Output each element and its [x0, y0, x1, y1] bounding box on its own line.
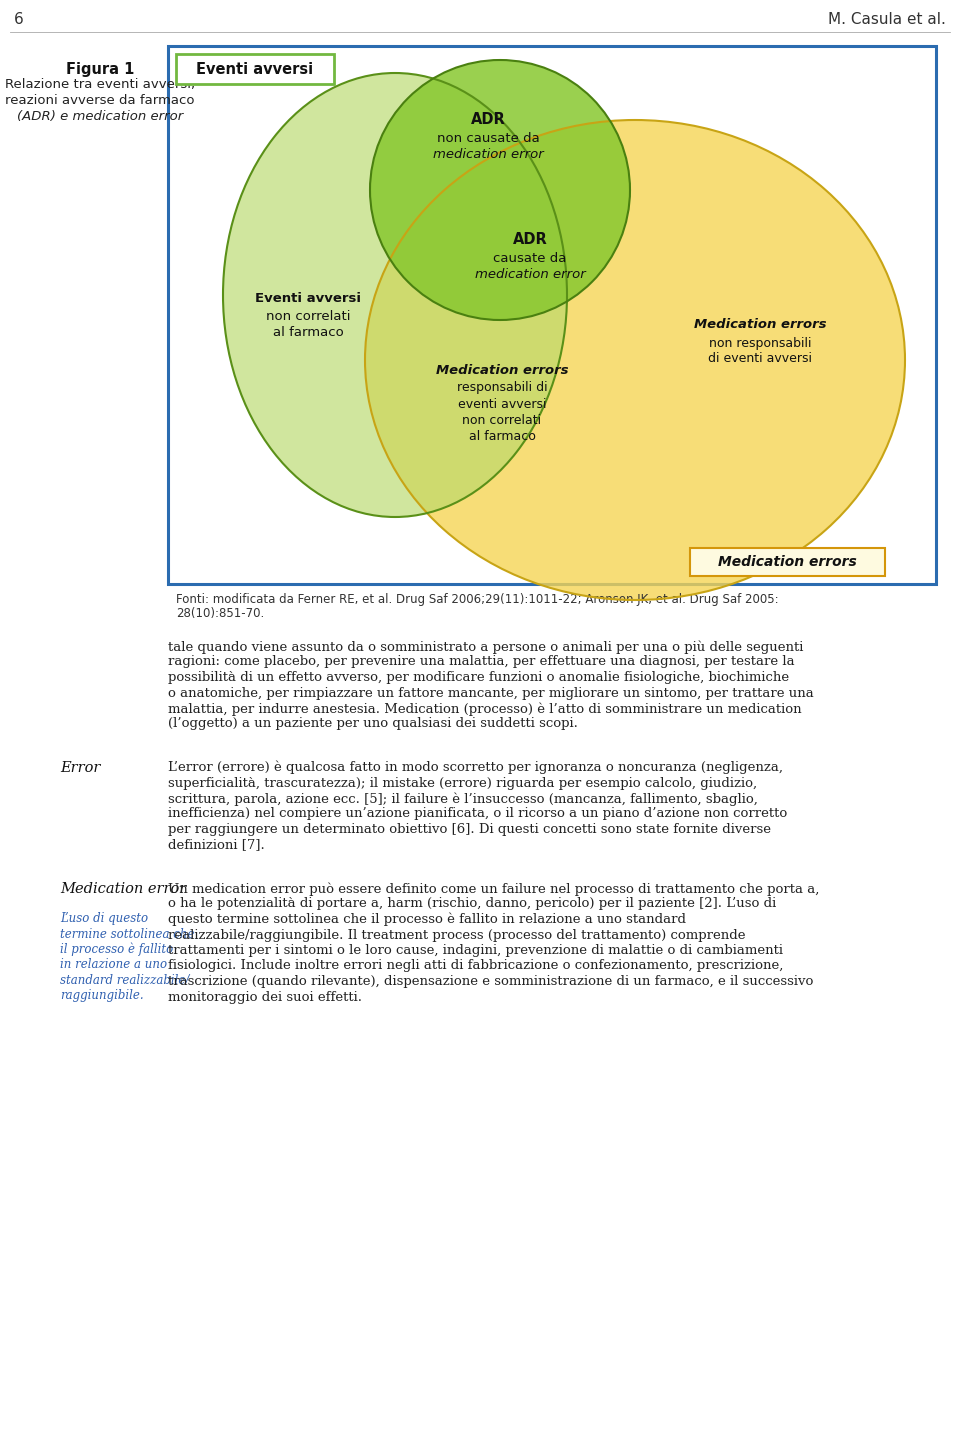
Text: non responsabili: non responsabili [708, 337, 811, 350]
Text: al farmaco: al farmaco [273, 325, 344, 338]
Text: trascrizione (quando rilevante), dispensazione e somministrazione di un farmaco,: trascrizione (quando rilevante), dispens… [168, 976, 813, 989]
Text: responsabili di: responsabili di [457, 381, 547, 394]
Text: ragioni: come placebo, per prevenire una malattia, per effettuare una diagnosi, : ragioni: come placebo, per prevenire una… [168, 656, 795, 669]
Text: superficialità, trascuratezza); il mistake (errore) riguarda per esempio calcolo: superficialità, trascuratezza); il mista… [168, 777, 757, 790]
Text: Medication errors: Medication errors [436, 364, 568, 377]
Text: Un medication error può essere definito come un failure nel processo di trattame: Un medication error può essere definito … [168, 882, 820, 895]
Text: o anatomiche, per rimpiazzare un fattore mancante, per migliorare un sintomo, pe: o anatomiche, per rimpiazzare un fattore… [168, 686, 814, 699]
Text: definizioni [7].: definizioni [7]. [168, 839, 265, 852]
Text: fisiologici. Include inoltre errori negli atti di fabbricazione o confezionament: fisiologici. Include inoltre errori negl… [168, 960, 783, 973]
Text: al farmaco: al farmaco [468, 429, 536, 443]
Text: (ADR) e medication error: (ADR) e medication error [17, 109, 183, 122]
Text: raggiungibile.: raggiungibile. [60, 990, 144, 1003]
Text: 6: 6 [14, 13, 24, 27]
Text: ADR: ADR [513, 233, 547, 248]
Text: non correlati: non correlati [463, 413, 541, 426]
Text: o ha le potenzialità di portare a, harm (rischio, danno, pericolo) per il pazien: o ha le potenzialità di portare a, harm … [168, 898, 777, 911]
Text: il processo è fallito: il processo è fallito [60, 943, 173, 957]
Text: reazioni avverse da farmaco: reazioni avverse da farmaco [5, 94, 195, 106]
Text: malattia, per indurre anestesia. Medication (processo) è l’atto di somministrare: malattia, per indurre anestesia. Medicat… [168, 702, 802, 715]
Text: Relazione tra eventi avversi,: Relazione tra eventi avversi, [5, 78, 195, 91]
Text: in relazione a uno: in relazione a uno [60, 958, 167, 971]
Text: scrittura, parola, azione ecc. [5]; il failure è l’insuccesso (mancanza, fallime: scrittura, parola, azione ecc. [5]; il f… [168, 791, 757, 806]
Text: Medication errors: Medication errors [694, 318, 827, 331]
Text: non correlati: non correlati [266, 309, 350, 322]
Text: (l’oggetto) a un paziente per uno qualsiasi dei suddetti scopi.: (l’oggetto) a un paziente per uno qualsi… [168, 718, 578, 731]
Text: M. Casula et al.: M. Casula et al. [828, 13, 946, 27]
Text: trattamenti per i sintomi o le loro cause, indagini, prevenzione di malattie o d: trattamenti per i sintomi o le loro caus… [168, 944, 783, 957]
Text: L’error (errore) è qualcosa fatto in modo scorretto per ignoranza o noncuranza (: L’error (errore) è qualcosa fatto in mod… [168, 761, 783, 774]
FancyBboxPatch shape [176, 55, 334, 83]
Text: medication error: medication error [433, 148, 543, 161]
Text: ADR: ADR [470, 112, 505, 128]
FancyBboxPatch shape [690, 548, 885, 576]
Text: 28(10):851-70.: 28(10):851-70. [176, 607, 264, 620]
Text: Eventi avversi: Eventi avversi [197, 62, 314, 76]
Text: monitoraggio dei suoi effetti.: monitoraggio dei suoi effetti. [168, 990, 362, 1003]
Text: Eventi avversi: Eventi avversi [255, 292, 361, 305]
Text: standard realizzabile/: standard realizzabile/ [60, 974, 189, 987]
Text: L’uso di questo: L’uso di questo [60, 912, 148, 925]
Text: Fonti: modificata da Ferner RE, et al. Drug Saf 2006;29(11):1011-22; Aronson JK,: Fonti: modificata da Ferner RE, et al. D… [176, 593, 779, 606]
Text: possibilità di un effetto avverso, per modificare funzioni o anomalie fisiologic: possibilità di un effetto avverso, per m… [168, 671, 789, 684]
Text: medication error: medication error [474, 268, 586, 281]
Text: Figura 1: Figura 1 [66, 62, 134, 78]
Text: eventi avversi: eventi avversi [458, 397, 546, 410]
Text: questo termine sottolinea che il processo è fallito in relazione a uno standard: questo termine sottolinea che il process… [168, 912, 686, 927]
Text: inefficienza) nel compiere un’azione pianificata, o il ricorso a un piano d’azio: inefficienza) nel compiere un’azione pia… [168, 807, 787, 820]
Text: termine sottolinea che: termine sottolinea che [60, 928, 195, 941]
Text: realizzabile/raggiungibile. Il treatment process (processo del trattamento) comp: realizzabile/raggiungibile. Il treatment… [168, 928, 746, 941]
Text: causate da: causate da [493, 252, 566, 265]
Ellipse shape [365, 119, 905, 600]
Text: non causate da: non causate da [437, 131, 540, 144]
Circle shape [370, 60, 630, 319]
Text: per raggiungere un determinato obiettivo [6]. Di questi concetti sono state forn: per raggiungere un determinato obiettivo… [168, 823, 771, 836]
Text: Error: Error [60, 761, 101, 776]
FancyBboxPatch shape [168, 46, 936, 584]
Text: di eventi avversi: di eventi avversi [708, 353, 812, 366]
Text: tale quando viene assunto da o somministrato a persone o animali per una o più d: tale quando viene assunto da o somminist… [168, 640, 804, 653]
Text: Medication error: Medication error [60, 882, 186, 896]
Ellipse shape [223, 73, 567, 517]
Text: Medication errors: Medication errors [718, 555, 857, 568]
